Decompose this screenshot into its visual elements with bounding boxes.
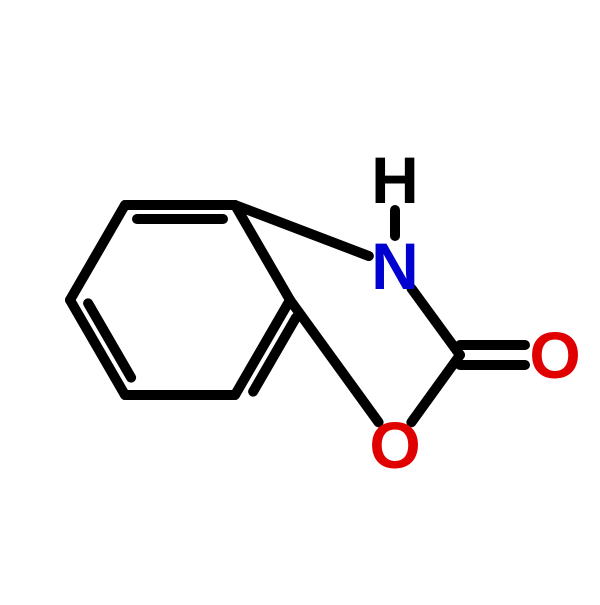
molecule-diagram: N O H O <box>0 0 600 600</box>
chemical-structure-svg: N O H O <box>0 0 600 600</box>
svg-text:O: O <box>529 318 580 392</box>
svg-text:O: O <box>369 408 420 482</box>
svg-text:H: H <box>371 143 419 217</box>
svg-text:N: N <box>371 229 419 303</box>
